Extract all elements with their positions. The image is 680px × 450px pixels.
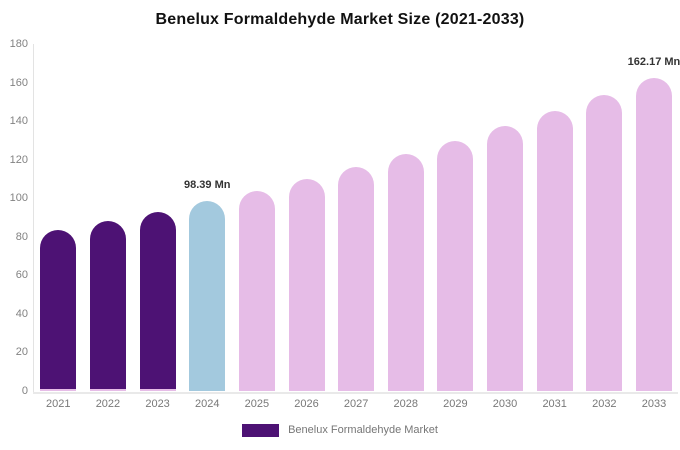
y-tick-label: 100 xyxy=(9,192,28,205)
bar-2026[interactable] xyxy=(288,178,325,391)
x-tick-label-2022: 2022 xyxy=(95,398,121,410)
legend-label: Benelux Formaldehyde Market xyxy=(288,424,438,436)
bar-2024[interactable] xyxy=(189,201,226,391)
bar-2032[interactable] xyxy=(586,95,623,391)
y-tick-label: 140 xyxy=(9,115,28,128)
legend-item[interactable]: Benelux Formaldehyde Market xyxy=(0,424,680,437)
y-tick-label: 160 xyxy=(9,76,28,89)
y-tick-label: 20 xyxy=(15,346,28,359)
bar-2023[interactable] xyxy=(139,211,176,391)
x-tick-label-2032: 2032 xyxy=(592,398,617,410)
bar-2033[interactable] xyxy=(635,78,672,391)
bar-2027[interactable] xyxy=(338,166,375,391)
x-tick-label-2021: 2021 xyxy=(46,398,71,410)
y-tick-label: 180 xyxy=(9,38,28,50)
value-label-2024: 98.39 Mn xyxy=(183,179,231,192)
y-tick-label: 60 xyxy=(15,269,28,282)
x-tick-label-2028: 2028 xyxy=(393,398,418,410)
bar-bottom-edge xyxy=(139,388,176,391)
x-axis-line xyxy=(33,392,678,394)
legend-swatch xyxy=(242,424,280,437)
y-axis-line xyxy=(33,44,34,393)
bar-2031[interactable] xyxy=(536,111,573,391)
x-tick-label-2026: 2026 xyxy=(294,398,319,410)
y-tick-label: 80 xyxy=(15,230,28,243)
bar-2025[interactable] xyxy=(238,190,275,391)
x-tick-label-2027: 2027 xyxy=(343,398,369,410)
bar-2028[interactable] xyxy=(387,154,424,391)
y-tick-label: 40 xyxy=(15,307,28,320)
x-tick-label-2030: 2030 xyxy=(492,398,518,410)
y-tick-label: 0 xyxy=(21,385,28,397)
value-label-2033: 162.17 Mn xyxy=(627,56,680,69)
x-tick-label-2033: 2033 xyxy=(641,398,667,410)
bar-2021[interactable] xyxy=(40,230,77,391)
bar-bottom-edge xyxy=(89,388,126,391)
x-tick-label-2025: 2025 xyxy=(244,398,270,410)
chart-title: Benelux Formaldehyde Market Size (2021-2… xyxy=(155,11,525,28)
x-tick-label-2029: 2029 xyxy=(443,398,468,410)
x-tick-label-2023: 2023 xyxy=(145,398,170,410)
bar-2030[interactable] xyxy=(487,126,524,391)
y-tick-label: 120 xyxy=(9,153,28,166)
bar-2029[interactable] xyxy=(437,140,474,391)
bar-bottom-edge xyxy=(40,388,77,391)
x-tick-label-2024: 2024 xyxy=(194,398,220,410)
x-tick-label-2031: 2031 xyxy=(542,398,567,410)
bar-2022[interactable] xyxy=(89,221,126,391)
